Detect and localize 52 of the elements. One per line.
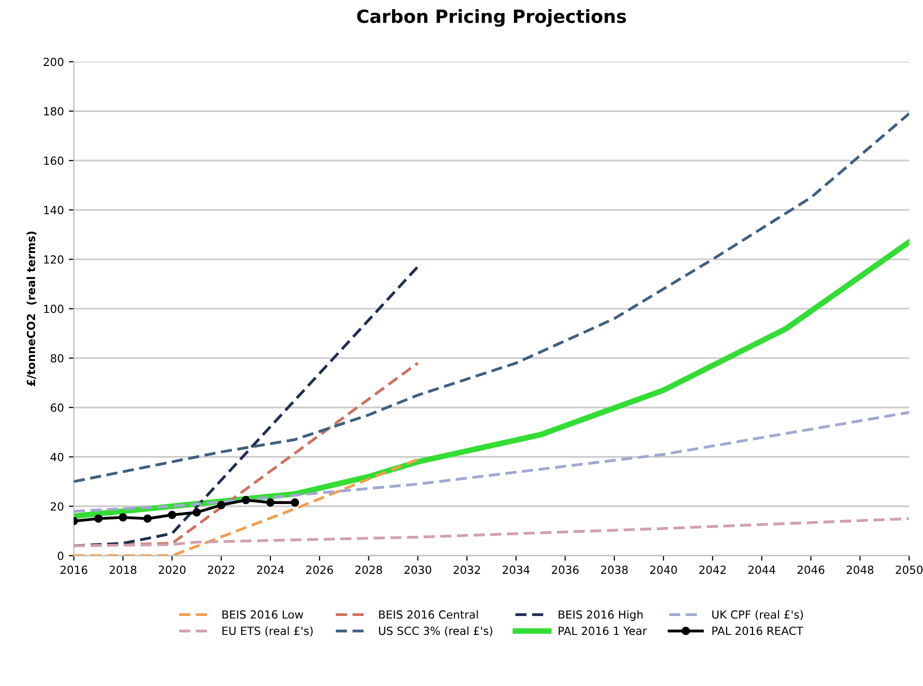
y-tick-label: 160 [44, 156, 64, 165]
x-tick-label: 2036 [552, 566, 579, 574]
x-tick-label: 2034 [502, 566, 530, 574]
x-tick-label: 2032 [454, 566, 480, 574]
legend-label: US SCC 3% (real £'s) [379, 626, 492, 636]
point [192, 508, 201, 517]
x-tick-label: 2020 [158, 566, 186, 574]
point [290, 498, 300, 507]
point [266, 498, 275, 507]
point [242, 496, 250, 504]
y-tick-label: 140 [44, 206, 64, 214]
x-tick-label: 2040 [650, 566, 677, 574]
x-tick-label: 2024 [257, 566, 284, 574]
line-series [74, 411, 910, 513]
chart-title: Carbon Pricing Projections [357, 9, 626, 27]
x-tick-label: 2030 [404, 566, 432, 574]
x-tick-label: 2042 [699, 566, 726, 574]
y-tick-label: 80 [50, 354, 64, 362]
legend-label: PAL 2016 1 Year [558, 626, 647, 636]
x-tick-label: 2022 [208, 566, 234, 574]
x-tick-label: 2028 [355, 566, 382, 574]
y-axis-title: £/tonneCO2 (real terms) [26, 232, 37, 386]
x-tick-label: 2046 [798, 566, 824, 574]
y-tick-label: 20 [50, 502, 64, 511]
x-tick-label: 2050 [896, 566, 923, 574]
x-tick-label: 2018 [110, 566, 136, 574]
point [118, 513, 128, 522]
x-tick-label: 2016 [60, 566, 88, 574]
y-tick-label: 120 [44, 255, 64, 264]
x-tick-label: 2026 [306, 566, 333, 574]
y-tick-label: 0 [58, 552, 64, 560]
point [217, 500, 226, 510]
legend-label: PAL 2016 REACT [712, 626, 804, 636]
y-tick-label: 40 [50, 452, 64, 462]
x-tick-label: 2048 [846, 566, 874, 574]
legend-label: EU ETS (real £'s) [222, 626, 313, 636]
y-tick-label: 180 [44, 107, 64, 116]
point [143, 514, 152, 523]
legend-label: BEIS 2016 Central [379, 610, 478, 619]
line-series [74, 265, 420, 548]
line-series [74, 517, 910, 548]
point [94, 514, 103, 523]
point [168, 510, 176, 520]
legend-label: BEIS 2016 Low [222, 610, 304, 619]
y-tick-label: 60 [50, 403, 64, 412]
legend-label: UK CPF (real £'s) [712, 610, 803, 620]
x-tick-label: 2044 [748, 566, 776, 574]
x-tick-label: 2038 [601, 566, 628, 574]
line-series [74, 112, 910, 483]
legend-label: BEIS 2016 High [558, 610, 643, 621]
y-tick-label: 100 [44, 304, 64, 314]
y-tick-label: 200 [44, 58, 64, 66]
